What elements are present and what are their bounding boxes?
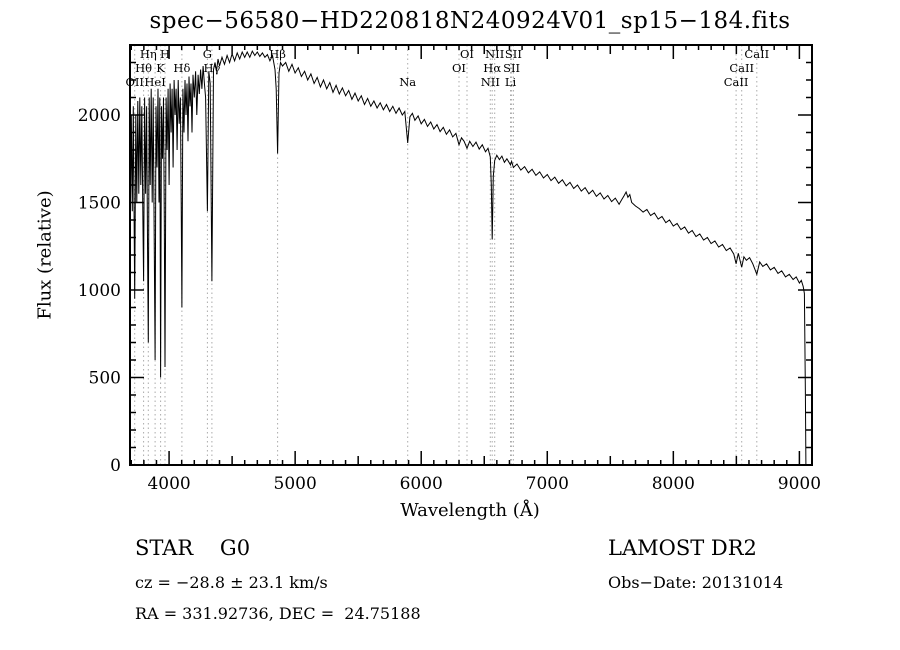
object-type-label: STAR G0 xyxy=(135,536,251,560)
spectral-line-label: OII xyxy=(125,75,144,89)
spectral-line-label: SII xyxy=(505,47,522,61)
cz-value: cz = −28.8 ± 23.1 km/s xyxy=(135,573,328,592)
y-axis-label: Flux (relative) xyxy=(34,190,56,320)
svg-text:2000: 2000 xyxy=(78,106,121,126)
spectral-line-label: G xyxy=(203,47,212,61)
x-axis-label: Wavelength (Å) xyxy=(400,500,540,521)
obs-date: Obs−Date: 20131014 xyxy=(608,573,784,592)
svg-text:1500: 1500 xyxy=(78,194,121,214)
spectral-line-label: Hβ xyxy=(269,47,286,61)
survey-label: LAMOST DR2 xyxy=(608,536,757,560)
spectral-line-label: NII xyxy=(481,75,500,89)
svg-text:500: 500 xyxy=(89,369,121,389)
spectral-line-label: Hδ xyxy=(173,61,190,75)
svg-text:9000: 9000 xyxy=(778,474,821,494)
spectral-line-label: K xyxy=(156,61,165,75)
svg-text:7000: 7000 xyxy=(526,474,569,494)
spectral-line-label: Hθ xyxy=(135,61,152,75)
ra-dec-coords: RA = 331.92736, DEC = 24.75188 xyxy=(135,604,421,623)
spectral-line-label: NII xyxy=(485,47,504,61)
axis-ticks xyxy=(130,45,812,466)
plot-frame xyxy=(129,44,813,466)
spectral-line-label: OI xyxy=(452,61,466,75)
spectral-line-label: CaII xyxy=(724,75,749,89)
svg-text:0: 0 xyxy=(110,456,121,476)
spectral-line-label: CaII xyxy=(744,47,769,61)
spectral-line-label: SII xyxy=(503,61,520,75)
spectral-line-label: H xyxy=(160,47,170,61)
svg-text:6000: 6000 xyxy=(400,474,443,494)
svg-text:8000: 8000 xyxy=(652,474,695,494)
spectrum-line xyxy=(129,49,807,466)
spectral-line-markers xyxy=(134,45,758,465)
svg-text:1000: 1000 xyxy=(78,281,121,301)
spectral-line-label: Na xyxy=(399,75,416,89)
svg-text:4000: 4000 xyxy=(147,474,190,494)
spectral-line-label: CaII xyxy=(729,61,754,75)
svg-text:5000: 5000 xyxy=(274,474,317,494)
spectral-line-label: Li xyxy=(505,75,517,89)
tick-labels: 4000 5000 6000 7000 8000 9000 0 500 1000 1500 2000 xyxy=(78,106,821,494)
spectral-line-label: OI xyxy=(460,47,474,61)
spectral-line-label: HeI xyxy=(144,75,165,89)
spectral-line-label: Hη xyxy=(140,47,157,61)
plot-title: spec−56580−HD220818N240924V01_sp15−184.f… xyxy=(149,8,791,34)
spectral-line-label: Hγ xyxy=(203,61,220,75)
spectral-line-label: Hα xyxy=(483,61,501,75)
